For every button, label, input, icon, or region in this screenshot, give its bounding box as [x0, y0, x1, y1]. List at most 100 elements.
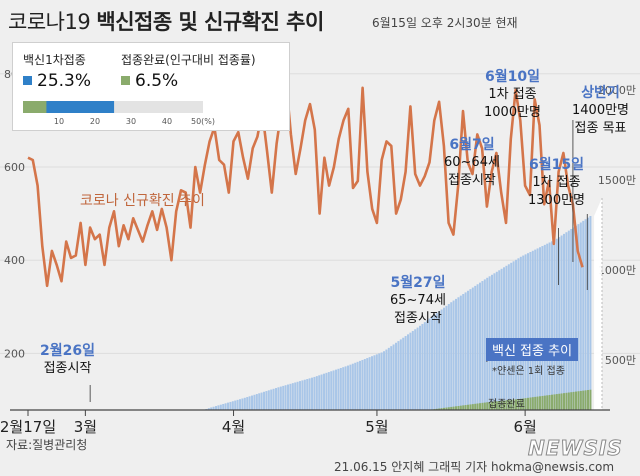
first-dose-bar	[251, 395, 254, 410]
target-projection-area	[594, 198, 602, 410]
first-dose-bar	[243, 397, 246, 410]
x-axis-tick-label: 2월17일	[0, 418, 56, 436]
first-dose-bar	[455, 298, 458, 410]
first-dose-bar	[416, 327, 419, 410]
completed-bar	[450, 406, 453, 410]
completed-bar	[587, 390, 590, 410]
first-dose-bar	[577, 224, 580, 410]
first-dose-bar	[306, 379, 309, 410]
first-dose-bar	[524, 254, 527, 410]
first-dose-bar	[404, 336, 407, 410]
first-dose-bar	[239, 399, 242, 410]
first-dose-bar	[527, 253, 530, 410]
first-dose-bar	[279, 386, 282, 410]
completed-bar	[455, 406, 458, 410]
first-dose-bar	[258, 393, 261, 410]
first-dose-bar	[507, 264, 510, 410]
first-dose-bar	[519, 256, 522, 410]
left-axis-tick-label: 400	[4, 254, 25, 267]
x-axis-tick-label: 4월	[222, 418, 245, 436]
first-dose-bar	[224, 403, 227, 410]
first-dose-bar	[222, 403, 225, 410]
completed-rate: 6.5%	[121, 71, 178, 91]
first-dose-bar	[212, 406, 215, 410]
first-dose-bar	[587, 217, 590, 410]
first-dose-bar	[459, 295, 462, 410]
first-dose-bar	[270, 389, 273, 410]
completed-bar	[565, 392, 568, 410]
annotation-feb26: 2월26일 접종시작	[40, 342, 95, 378]
completed-bar	[539, 396, 542, 410]
cases-series-label: 코로나 신규확진 추이	[80, 193, 205, 209]
completed-bar	[476, 403, 479, 410]
completed-bar	[548, 395, 551, 410]
first-dose-bar	[541, 246, 544, 410]
annotation-jun10: 6월10일 1차 접종 1000만명	[484, 68, 541, 122]
completed-bar	[500, 400, 503, 410]
first-dose-bar	[385, 349, 388, 410]
completed-bar	[438, 408, 441, 410]
first-dose-bar	[505, 265, 508, 410]
completed-bar	[452, 406, 455, 410]
vaccination-progress-bar: 10 20 30 40 50(%)	[23, 101, 215, 126]
first-dose-bar	[227, 402, 230, 410]
completed-bar	[546, 395, 549, 410]
completed-bar	[517, 399, 520, 410]
annotation-jun7-date: 6월7일	[449, 137, 495, 153]
first-dose-bar	[383, 351, 386, 410]
completed-bar	[464, 405, 467, 410]
first-dose-bar	[447, 304, 450, 410]
first-dose-bar	[351, 363, 354, 410]
first-dose-bar	[522, 255, 525, 410]
newsis-logo: NEWSIS	[528, 436, 623, 461]
completed-bar	[541, 395, 544, 410]
first-dose-bar	[375, 354, 378, 410]
annotation-jun10-date: 6월10일	[485, 69, 540, 85]
x-axis-tick-label: 5월	[365, 418, 388, 436]
completed-bar	[471, 404, 474, 410]
first-dose-bar	[397, 341, 400, 410]
first-dose-bar	[315, 376, 318, 410]
first-dose-bar	[291, 383, 294, 410]
first-dose-bar	[371, 356, 374, 410]
vaccination-rate-legend: 백신1차접종 접종완료(인구대비 접종률) 25.3% 6.5% 10 20 30 4…	[12, 42, 290, 131]
first-dose-bar	[253, 394, 256, 410]
first-dose-bar	[565, 232, 568, 410]
first-dose-bar	[452, 300, 455, 410]
first-dose-bar	[548, 242, 551, 410]
first-dose-swatch	[23, 76, 32, 85]
first-dose-bar	[260, 392, 263, 410]
first-dose-bar	[395, 342, 398, 410]
completed-bar	[524, 398, 527, 410]
first-dose-bar	[457, 297, 460, 410]
right-axis-tick-label: 1000만	[598, 264, 636, 277]
annotation-jun15-line2: 1300만명	[528, 193, 586, 208]
first-dose-bar	[378, 353, 381, 410]
completed-bar	[479, 403, 482, 410]
first-dose-bar	[267, 390, 270, 410]
completed-bar	[491, 401, 494, 410]
completed-bar	[488, 402, 491, 410]
first-dose-bar	[433, 314, 436, 410]
first-dose-bar	[469, 289, 472, 410]
first-dose-bar	[359, 360, 362, 410]
left-axis-tick-label: 600	[4, 161, 25, 174]
first-dose-bar	[308, 378, 311, 410]
completed-bar	[582, 390, 585, 410]
first-dose-bar	[241, 398, 244, 410]
first-dose-bar	[210, 407, 213, 410]
completed-bar	[512, 399, 515, 410]
first-dose-bar	[399, 339, 402, 410]
x-axis-tick-label: 6월	[513, 418, 536, 436]
first-dose-bar	[294, 382, 297, 410]
progress-tick-label: 10	[54, 117, 64, 126]
first-dose-bar	[284, 385, 287, 410]
first-dose-bar	[339, 368, 342, 410]
first-dose-bar	[265, 391, 268, 410]
first-dose-bar	[414, 329, 417, 410]
first-dose-bar	[219, 404, 222, 410]
first-dose-bar	[373, 355, 376, 410]
completed-bar	[507, 400, 510, 410]
completed-bar	[474, 403, 477, 410]
completed-bar	[529, 397, 532, 410]
